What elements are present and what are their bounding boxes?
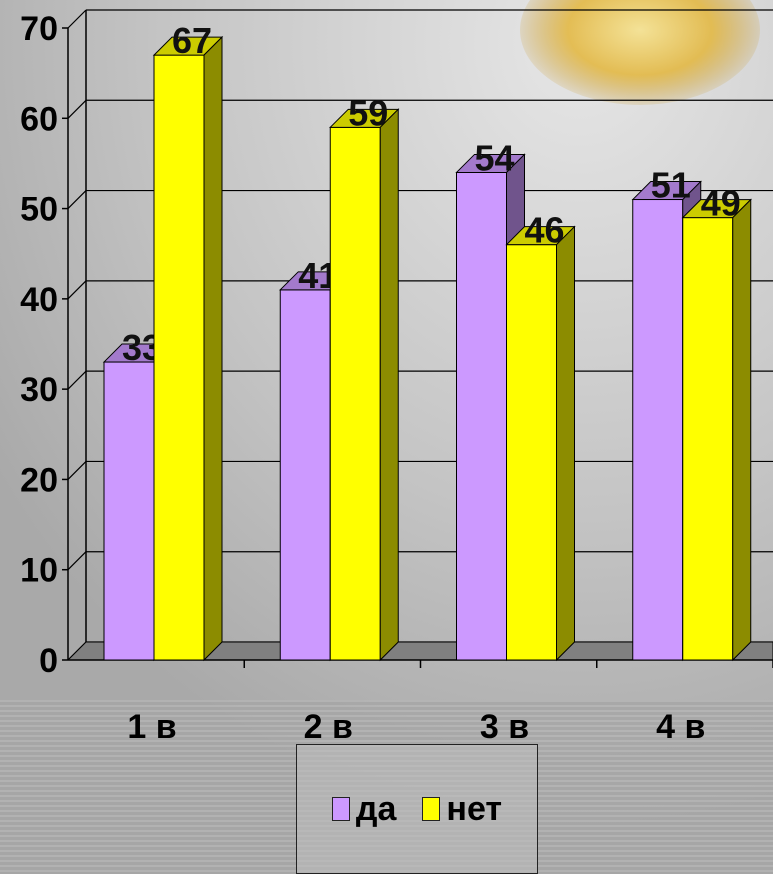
gridline-side-2 — [67, 461, 87, 480]
data-label-1-1: 59 — [348, 92, 388, 133]
bar-1-3 — [682, 217, 734, 661]
ytick-label-2: 20 — [20, 461, 58, 499]
gridline-side-7 — [67, 9, 87, 29]
data-label-1-0: 67 — [172, 20, 212, 61]
bar-side-1-0 — [203, 35, 223, 662]
legend-label-net: нет — [446, 789, 503, 828]
gridline-side-1 — [67, 551, 87, 571]
bar-side-1-1 — [379, 108, 399, 662]
ytick-label-1: 10 — [20, 552, 58, 590]
gridline-side-5 — [67, 190, 87, 209]
ytick-label-4: 40 — [20, 281, 58, 319]
legend-item-net: нет — [422, 790, 502, 829]
data-label-0-3: 51 — [651, 165, 691, 206]
gridline-side-6 — [67, 99, 87, 119]
ytick-label-6: 60 — [20, 100, 58, 138]
bar-0-0 — [103, 361, 155, 661]
bar-1-2 — [506, 244, 557, 661]
ytick-label-3: 30 — [20, 371, 58, 409]
bar-0-2 — [456, 171, 507, 661]
bar-side-1-2 — [556, 225, 575, 662]
data-label-0-2: 54 — [474, 137, 514, 178]
gridline-side-4 — [67, 280, 87, 300]
data-label-1-3: 49 — [701, 183, 741, 224]
legend-label-da: да — [355, 789, 397, 828]
category-label-1: 2 в — [304, 708, 353, 746]
legend-item-da: да — [331, 789, 397, 829]
data-label-1-2: 46 — [524, 210, 564, 251]
coin-decoration — [520, 0, 760, 105]
ytick-label-7: 70 — [20, 10, 58, 48]
bar-1-1 — [329, 126, 381, 661]
category-label-0: 1 в — [127, 708, 176, 746]
legend: да нет — [296, 744, 538, 874]
legend-swatch-da — [331, 797, 350, 821]
bar-side-1-3 — [732, 198, 752, 662]
ytick-label-5: 50 — [20, 191, 58, 229]
gridline-side-3 — [67, 370, 87, 390]
ytick-label-0: 0 — [39, 642, 58, 680]
legend-swatch-net — [422, 797, 441, 821]
bar-0-3 — [632, 199, 684, 661]
category-label-3: 4 в — [656, 708, 705, 746]
bar-0-1 — [279, 289, 331, 661]
category-label-2: 3 в — [480, 708, 529, 746]
bar-1-0 — [153, 54, 205, 661]
